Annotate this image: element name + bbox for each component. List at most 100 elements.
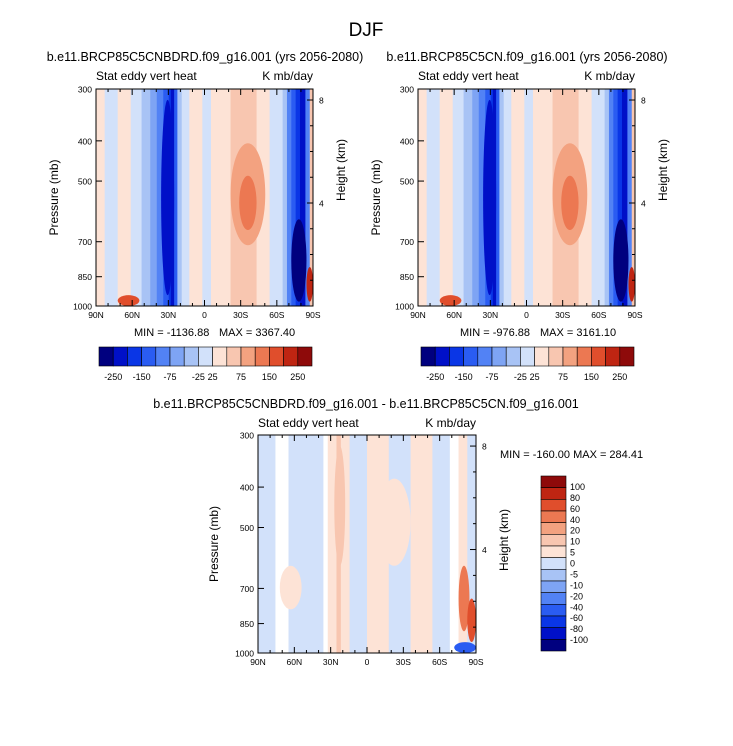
field-band	[288, 435, 324, 653]
panel-1-max-label: MAX = 3367.40	[219, 327, 295, 339]
colorbar-box	[183, 346, 199, 367]
lat-tick-label: 30S	[396, 657, 411, 667]
field-band	[211, 89, 232, 306]
colorbar-box	[420, 346, 436, 367]
panel-2-colorbar: -250 -150 -75 -25 25 75 150 250	[420, 346, 635, 382]
colorbar-box	[449, 346, 464, 367]
panel-2-max-label: MAX = 3161.10	[540, 327, 616, 339]
lat-tick-label: 90S	[627, 310, 642, 320]
colorbar-box	[540, 534, 567, 547]
colorbar-box	[548, 346, 564, 367]
colorbar-label: 5	[570, 548, 575, 558]
panel-2: b.e11.BRCP85C5CN.f09_g16.001 (yrs 2056-2…	[369, 50, 670, 382]
pressure-tick-label: 300	[78, 85, 92, 95]
colorbar-box	[254, 346, 270, 367]
field-band	[286, 89, 292, 306]
colorbar-label: -150	[133, 372, 151, 382]
pressure-tick-label: 1000	[235, 649, 254, 659]
lat-tick-label: 30N	[161, 310, 177, 320]
field-band	[418, 89, 428, 306]
pressure-tick-label: 500	[78, 177, 92, 187]
lat-tick-label: 30S	[233, 310, 248, 320]
pressure-tick-label: 400	[400, 136, 414, 146]
lat-tick-label: 0	[365, 657, 370, 667]
colorbar-box	[540, 545, 567, 558]
colorbar-label: 150	[262, 372, 277, 382]
field-band	[503, 89, 512, 306]
field-feature	[458, 565, 470, 632]
panel-2-title: b.e11.BRCP85C5CN.f09_g16.001 (yrs 2056-2…	[386, 50, 667, 64]
colorbar-box	[463, 346, 479, 367]
field-feature	[483, 99, 497, 296]
field-band	[432, 435, 451, 653]
colorbar-label: 10	[570, 537, 580, 547]
panel-1-ylabel: Pressure (mb)	[47, 159, 61, 235]
colorbar-label: -5	[570, 569, 578, 579]
colorbar-box	[619, 346, 635, 367]
colorbar-label: 75	[236, 372, 246, 382]
colorbar-label: 20	[570, 526, 580, 536]
panel-2-min-label: MIN = -976.88	[460, 327, 530, 339]
colorbar-box	[198, 346, 213, 367]
pressure-tick-label: 850	[78, 272, 92, 282]
colorbar-box	[540, 639, 567, 652]
field-band	[511, 89, 525, 306]
colorbar-box	[212, 346, 228, 367]
field-feature	[334, 445, 346, 566]
field-band	[467, 435, 476, 653]
lat-tick-label: 0	[524, 310, 529, 320]
field-band	[309, 89, 313, 306]
field-band	[340, 435, 351, 653]
field-feature	[377, 478, 411, 566]
panel-1-contour-field	[96, 89, 313, 306]
panel-2-units: K mb/day	[584, 69, 635, 83]
pressure-tick-label: 1000	[73, 302, 92, 312]
lat-tick-label: 0	[202, 310, 207, 320]
colorbar-box	[169, 346, 185, 367]
colorbar-box	[491, 346, 507, 367]
field-band	[608, 89, 614, 306]
colorbar-label: -100	[570, 635, 588, 645]
colorbar-box	[127, 346, 142, 367]
colorbar-box	[112, 346, 128, 367]
colorbar-label: -75	[163, 372, 176, 382]
height-tick-label: 4	[319, 199, 324, 209]
field-feature	[306, 266, 313, 302]
field-band	[472, 89, 480, 306]
field-band	[202, 89, 212, 306]
field-feature	[561, 175, 579, 231]
colorbar-box	[141, 346, 157, 367]
height-tick-label: 8	[482, 442, 487, 452]
colorbar-box	[540, 592, 567, 605]
panel-1-title: b.e11.BRCP85C5CNBDRD.f09_g16.001 (yrs 20…	[47, 50, 364, 64]
field-feature	[117, 295, 140, 306]
pressure-tick-label: 1000	[395, 302, 414, 312]
colorbar-box	[269, 346, 284, 367]
colorbar-label: 250	[290, 372, 305, 382]
panel-diff-contour-field	[258, 435, 476, 653]
field-band	[305, 89, 311, 306]
colorbar-label: -80	[570, 624, 583, 634]
colorbar-box	[155, 346, 171, 367]
field-band	[282, 89, 288, 306]
field-band	[617, 89, 623, 306]
colorbar-box	[226, 346, 242, 367]
height-tick-label: 4	[482, 545, 487, 555]
colorbar-label: -250	[104, 372, 122, 382]
field-band	[439, 89, 454, 306]
colorbar-box	[540, 510, 567, 523]
colorbar-label: 40	[570, 515, 580, 525]
height-tick-label: 8	[319, 96, 324, 106]
panel-diff-title: b.e11.BRCP85C5CNBDRD.f09_g16.001 - b.e11…	[153, 397, 579, 411]
panel-1-variable: Stat eddy vert heat	[96, 69, 197, 83]
height-tick-label: 4	[641, 199, 646, 209]
field-band	[299, 89, 306, 306]
field-band	[604, 89, 610, 306]
field-feature	[291, 219, 307, 302]
field-band	[117, 89, 132, 306]
lat-tick-label: 30S	[555, 310, 570, 320]
field-band	[174, 89, 178, 306]
field-band	[104, 89, 119, 306]
